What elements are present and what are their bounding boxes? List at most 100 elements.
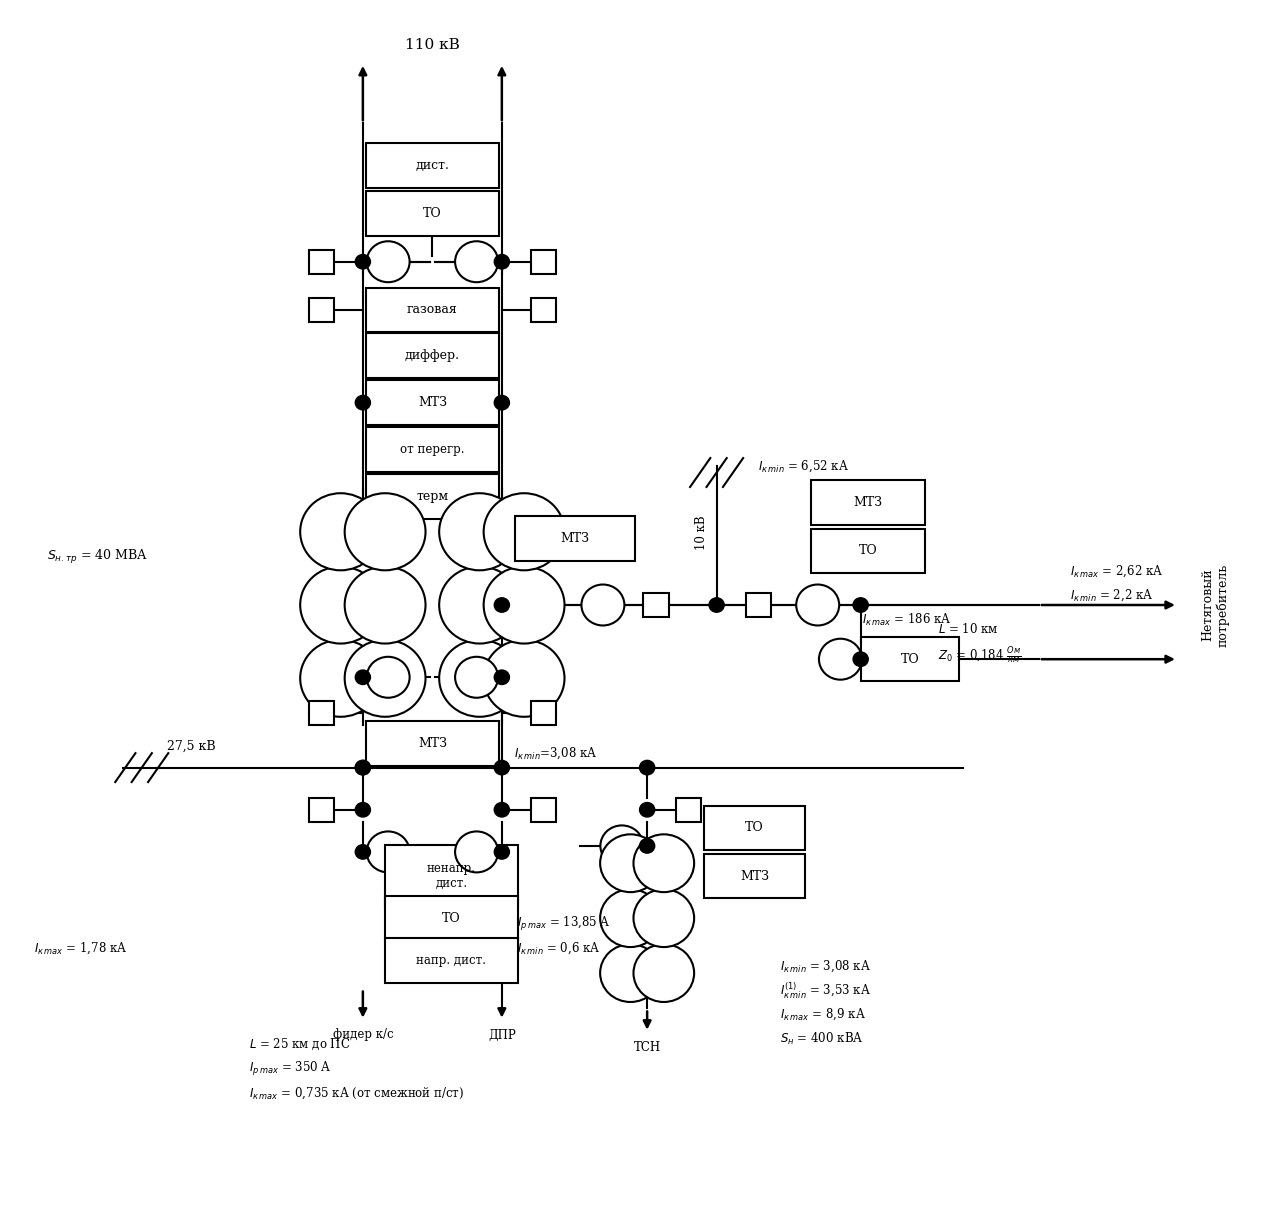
Bar (704, 806, 805, 851)
Text: дист.: дист. (415, 159, 449, 172)
Circle shape (796, 584, 839, 626)
Circle shape (494, 254, 509, 269)
Text: ТО: ТО (745, 822, 764, 835)
Text: $L$ = 10 км: $L$ = 10 км (938, 622, 999, 636)
Text: МТЗ: МТЗ (561, 532, 590, 546)
Text: газовая: газовая (407, 304, 458, 316)
Circle shape (640, 802, 655, 817)
Circle shape (355, 254, 371, 269)
Circle shape (640, 839, 655, 853)
Text: $S_{н.тр}$ = 40 МВА: $S_{н.тр}$ = 40 МВА (47, 548, 147, 566)
Text: $Z_0$ = 0,184 $\frac{Ом}{км}$: $Z_0$ = 0,184 $\frac{Ом}{км}$ (938, 645, 1022, 666)
Circle shape (483, 640, 565, 716)
Circle shape (301, 640, 381, 716)
Circle shape (355, 802, 371, 817)
Circle shape (819, 639, 862, 680)
Circle shape (600, 944, 661, 1002)
Circle shape (853, 652, 868, 667)
Bar (365, 380, 499, 425)
Circle shape (581, 584, 624, 626)
Circle shape (456, 241, 497, 282)
Bar (643, 593, 669, 617)
Bar (365, 721, 499, 766)
Bar (308, 249, 334, 273)
Text: $I_{к\,min}$ = 6,52 кА: $I_{к\,min}$ = 6,52 кА (759, 459, 849, 474)
Text: $I_{к\,min}$ = 2,2 кА: $I_{к\,min}$ = 2,2 кА (1070, 588, 1154, 603)
Circle shape (345, 494, 425, 570)
Bar (365, 191, 499, 236)
Circle shape (355, 845, 371, 859)
Circle shape (301, 566, 381, 644)
Circle shape (456, 831, 497, 872)
Circle shape (494, 760, 509, 774)
Text: $I_{р\,max}$ = 350 А: $I_{р\,max}$ = 350 А (249, 1060, 331, 1078)
Text: ДПР: ДПР (489, 1028, 515, 1042)
Circle shape (640, 760, 655, 774)
Text: МТЗ: МТЗ (740, 870, 769, 882)
Circle shape (355, 670, 371, 685)
Circle shape (456, 382, 497, 424)
Text: напр. дист.: напр. дист. (416, 953, 486, 967)
Text: терм: терм (416, 490, 448, 503)
Bar (676, 797, 702, 822)
Text: от перегр.: от перегр. (400, 443, 464, 456)
Bar (385, 938, 518, 983)
Bar (365, 427, 499, 472)
Bar (385, 895, 518, 940)
Text: ТО: ТО (442, 911, 461, 924)
Text: 110 кВ: 110 кВ (405, 38, 459, 52)
Circle shape (853, 598, 868, 612)
Circle shape (483, 494, 565, 570)
Text: $I_{к\,min}$=3,08 кА: $I_{к\,min}$=3,08 кА (514, 745, 598, 761)
Bar (746, 593, 772, 617)
Bar (811, 529, 925, 574)
Circle shape (367, 831, 410, 872)
Circle shape (483, 566, 565, 644)
Circle shape (600, 889, 661, 947)
Circle shape (709, 598, 725, 612)
Text: ТО: ТО (423, 207, 442, 220)
Text: 27,5 кВ: 27,5 кВ (168, 739, 216, 753)
Text: $S_{н}$ = 400 кВА: $S_{н}$ = 400 кВА (779, 1031, 863, 1047)
Circle shape (367, 657, 410, 698)
Text: МТЗ: МТЗ (418, 737, 447, 750)
Circle shape (355, 760, 371, 774)
Circle shape (600, 825, 643, 866)
Circle shape (439, 640, 520, 716)
Bar (515, 517, 634, 561)
Text: $I_{к\,max}$ = 0,735 кА (от смежной п/ст): $I_{к\,max}$ = 0,735 кА (от смежной п/ст… (249, 1085, 464, 1101)
Bar (860, 636, 959, 681)
Text: МТЗ: МТЗ (854, 496, 883, 509)
Bar (365, 143, 499, 188)
Text: ТО: ТО (901, 652, 919, 666)
Text: ненапр.
дист.: ненапр. дист. (426, 862, 476, 891)
Text: $I_{к\,min}$ = 3,08 кА: $I_{к\,min}$ = 3,08 кА (779, 958, 871, 974)
Bar (385, 845, 518, 908)
Text: $I_{к\,max}$ = 8,9 кА: $I_{к\,max}$ = 8,9 кА (779, 1007, 865, 1022)
Circle shape (355, 760, 371, 774)
Text: $I_{к\,min}^{(1)}$ = 3,53 кА: $I_{к\,min}^{(1)}$ = 3,53 кА (779, 980, 871, 1001)
Text: Нетяговый
потребитель: Нетяговый потребитель (1202, 564, 1230, 646)
Circle shape (633, 835, 694, 892)
Bar (308, 702, 334, 726)
Circle shape (494, 670, 509, 685)
Text: $I_{к\,min}$ = 0,6 кА: $I_{к\,min}$ = 0,6 кА (516, 940, 600, 956)
Text: диффер.: диффер. (405, 350, 459, 362)
Text: $L$ = 25 км до ПС: $L$ = 25 км до ПС (249, 1037, 350, 1053)
Text: МТЗ: МТЗ (418, 396, 447, 409)
Text: $I_{к\,max}$ = 2,62 кА: $I_{к\,max}$ = 2,62 кА (1070, 564, 1164, 580)
Circle shape (494, 598, 509, 612)
Circle shape (439, 494, 520, 570)
Bar (530, 249, 556, 273)
Circle shape (345, 640, 425, 716)
Bar (530, 298, 556, 322)
Bar (308, 298, 334, 322)
Text: 10 кВ: 10 кВ (695, 515, 708, 551)
Circle shape (345, 566, 425, 644)
Circle shape (494, 802, 509, 817)
Circle shape (494, 396, 509, 410)
Text: $I_{к\,max}$ = 186 кА: $I_{к\,max}$ = 186 кА (862, 611, 952, 628)
Text: фидер к/с: фидер к/с (332, 1028, 393, 1042)
Bar (530, 797, 556, 822)
Bar (811, 480, 925, 525)
